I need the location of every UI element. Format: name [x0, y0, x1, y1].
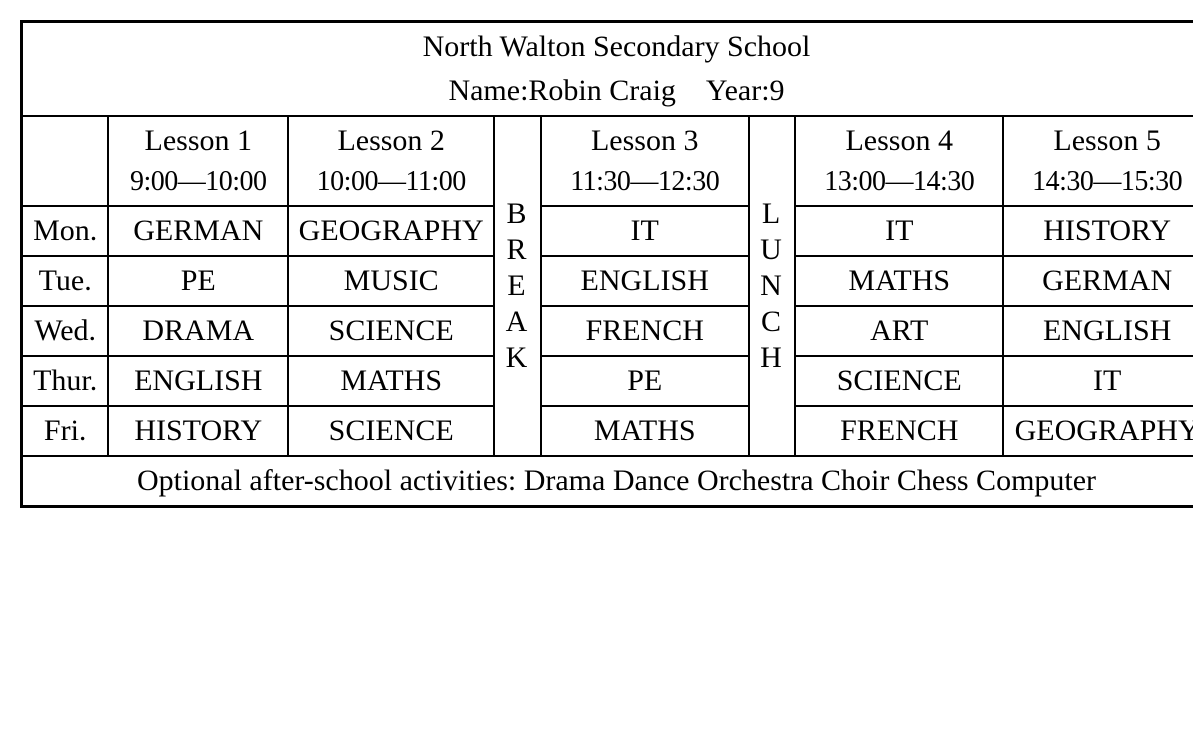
thu-l1: ENGLISH — [108, 356, 288, 406]
mon-l1: GERMAN — [108, 206, 288, 256]
mon-l3: IT — [541, 206, 749, 256]
tue-l1: PE — [108, 256, 288, 306]
fri-l2: SCIENCE — [288, 406, 494, 456]
name-label: Name: — [448, 74, 528, 107]
lesson1-time: 9:00—10:00 — [113, 165, 283, 199]
lesson3-time: 11:30—12:30 — [546, 165, 744, 199]
tue-l5: GERMAN — [1003, 256, 1193, 306]
day-wed: Wed. — [22, 306, 109, 356]
lesson5-header: Lesson 5 14:30—15:30 — [1003, 116, 1193, 206]
row-tue: Tue. PE MUSIC ENGLISH MATHS GERMAN — [22, 256, 1193, 306]
footer-row: Optional after-school activities: Drama … — [22, 456, 1193, 507]
lesson4-header: Lesson 4 13:00—14:30 — [795, 116, 1003, 206]
break-label: BREAK — [499, 196, 535, 376]
lesson2-title: Lesson 2 — [293, 123, 489, 159]
lesson1-header: Lesson 1 9:00—10:00 — [108, 116, 288, 206]
wed-l1: DRAMA — [108, 306, 288, 356]
lesson3-header: Lesson 3 11:30—12:30 — [541, 116, 749, 206]
day-fri: Fri. — [22, 406, 109, 456]
name-value: Robin Craig — [528, 74, 676, 107]
day-mon: Mon. — [22, 206, 109, 256]
lesson5-time: 14:30—15:30 — [1008, 165, 1193, 199]
day-tue: Tue. — [22, 256, 109, 306]
wed-l2: SCIENCE — [288, 306, 494, 356]
footer-cell: Optional after-school activities: Drama … — [22, 456, 1193, 507]
lesson-header-row: Lesson 1 9:00—10:00 Lesson 2 10:00—11:00… — [22, 116, 1193, 206]
student-line: Name:Robin Craig Year:9 — [27, 73, 1193, 109]
fri-l1: HISTORY — [108, 406, 288, 456]
wed-l3: FRENCH — [541, 306, 749, 356]
row-fri: Fri. HISTORY SCIENCE MATHS FRENCH GEOGRA… — [22, 406, 1193, 456]
header-row: North Walton Secondary School Name:Robin… — [22, 22, 1193, 117]
lesson3-title: Lesson 3 — [546, 123, 744, 159]
fri-l3: MATHS — [541, 406, 749, 456]
row-thu: Thur. ENGLISH MATHS PE SCIENCE IT — [22, 356, 1193, 406]
fri-l4: FRENCH — [795, 406, 1003, 456]
header-cell: North Walton Secondary School Name:Robin… — [22, 22, 1193, 117]
lesson5-title: Lesson 5 — [1008, 123, 1193, 159]
lesson2-header: Lesson 2 10:00—11:00 — [288, 116, 494, 206]
blank-corner — [22, 116, 109, 206]
thu-l5: IT — [1003, 356, 1193, 406]
lesson1-title: Lesson 1 — [113, 123, 283, 159]
break-column: BREAK — [494, 116, 540, 456]
mon-l2: GEOGRAPHY — [288, 206, 494, 256]
thu-l4: SCIENCE — [795, 356, 1003, 406]
school-name: North Walton Secondary School — [27, 29, 1193, 65]
mon-l5: HISTORY — [1003, 206, 1193, 256]
thu-l3: PE — [541, 356, 749, 406]
tue-l4: MATHS — [795, 256, 1003, 306]
row-mon: Mon. GERMAN GEOGRAPHY IT IT HISTORY — [22, 206, 1193, 256]
lesson2-time: 10:00—11:00 — [293, 165, 489, 199]
year-value: 9 — [770, 74, 785, 107]
wed-l4: ART — [795, 306, 1003, 356]
year-label: Year: — [706, 74, 770, 107]
timetable: North Walton Secondary School Name:Robin… — [20, 20, 1193, 508]
thu-l2: MATHS — [288, 356, 494, 406]
fri-l5: GEOGRAPHY — [1003, 406, 1193, 456]
lesson4-time: 13:00—14:30 — [800, 165, 998, 199]
mon-l4: IT — [795, 206, 1003, 256]
day-thu: Thur. — [22, 356, 109, 406]
row-wed: Wed. DRAMA SCIENCE FRENCH ART ENGLISH — [22, 306, 1193, 356]
wed-l5: ENGLISH — [1003, 306, 1193, 356]
lunch-column: LUNCH — [749, 116, 795, 456]
tue-l2: MUSIC — [288, 256, 494, 306]
lesson4-title: Lesson 4 — [800, 123, 998, 159]
timetable-container: North Walton Secondary School Name:Robin… — [20, 20, 1193, 508]
lunch-label: LUNCH — [754, 196, 790, 376]
tue-l3: ENGLISH — [541, 256, 749, 306]
